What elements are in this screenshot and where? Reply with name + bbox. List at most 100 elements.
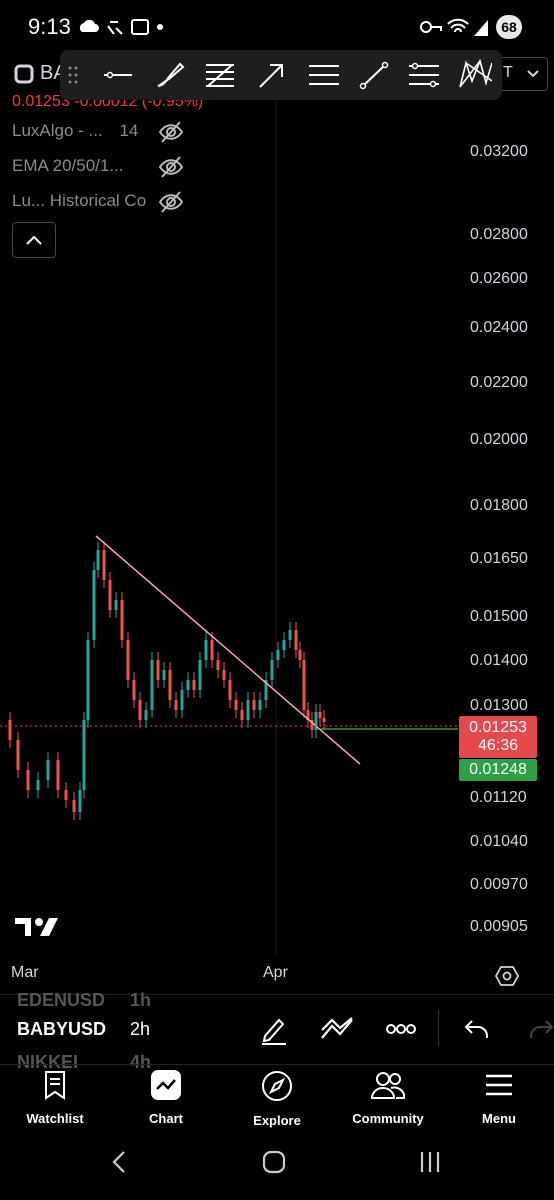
current-symbol[interactable]: BABYUSD <box>17 1019 107 1039</box>
horizontal-line-icon[interactable] <box>100 58 136 92</box>
candle-body <box>314 712 318 730</box>
undo-icon[interactable] <box>464 1018 490 1040</box>
status-bar: 9:13 68 <box>0 0 554 56</box>
price-axis-tick: 0.02000 <box>470 431 528 448</box>
fib-retracement-icon[interactable] <box>202 58 238 92</box>
price-axis-tick: 0.01120 <box>470 789 527 806</box>
watchlist-icon <box>45 1071 65 1100</box>
last-price: 0.01253 <box>12 93 70 110</box>
candle-body <box>102 550 106 580</box>
system-icons <box>420 18 488 36</box>
nav-menu[interactable]: Menu <box>444 1070 554 1126</box>
chevron-up-icon <box>26 235 42 245</box>
toolbar-divider <box>438 1010 439 1046</box>
back-icon[interactable] <box>110 1150 130 1174</box>
price-axis-tick: 0.01300 <box>470 697 528 714</box>
candle-body <box>168 670 172 700</box>
recents-icon[interactable] <box>418 1150 442 1174</box>
symbol-picker[interactable]: EDENUSD 1h BABYUSD 2h NIKKEI 4h <box>0 990 250 1070</box>
price-axis-tick: 0.02800 <box>470 226 528 243</box>
menu-icon <box>486 1074 512 1096</box>
candle-body <box>294 630 298 650</box>
parallel-lines-icon[interactable] <box>306 58 342 92</box>
candle-body <box>144 710 148 720</box>
watchlist-prev-tf: 1h <box>130 990 152 1010</box>
watchlist-next-symbol[interactable]: NIKKEI <box>17 1052 79 1070</box>
indicator-historical[interactable]: Lu... Historical Co <box>12 191 147 210</box>
eye-off-icon[interactable] <box>158 190 184 214</box>
candle-body <box>216 660 220 670</box>
candle-body <box>288 630 292 640</box>
candle-body <box>264 680 268 700</box>
candle-body <box>180 690 184 710</box>
candle-body <box>282 640 286 650</box>
nav-chart[interactable]: Chart <box>111 1070 221 1126</box>
fib-extension-icon[interactable] <box>406 58 442 92</box>
home-icon[interactable] <box>262 1150 286 1174</box>
indicator-ema[interactable]: EMA 20/50/1... <box>12 156 124 175</box>
nav-watchlist[interactable]: Watchlist <box>0 1070 110 1126</box>
watchlist-prev-symbol[interactable]: EDENUSD <box>17 990 106 1010</box>
candle-body <box>138 700 142 720</box>
candle-body <box>240 710 244 720</box>
candle-body <box>86 640 90 720</box>
candle-body <box>310 720 314 730</box>
eye-off-icon[interactable] <box>158 155 184 179</box>
price-chart[interactable] <box>0 100 554 990</box>
candle-body <box>246 700 250 720</box>
candle-body <box>120 600 124 640</box>
draw-pen-icon[interactable] <box>259 1014 289 1046</box>
current-price-value: 0.01253 <box>469 719 527 736</box>
nav-explore[interactable]: Explore <box>222 1070 332 1128</box>
price-axis-tick: 0.02200 <box>470 374 528 391</box>
candle-body <box>108 580 112 610</box>
interval-button[interactable]: T <box>494 57 548 91</box>
candle-body <box>26 770 30 790</box>
symbol-logo-icon <box>14 64 34 89</box>
current-timeframe[interactable]: 2h <box>130 1019 151 1039</box>
trend-line[interactable] <box>95 535 361 765</box>
candle-body <box>16 740 20 770</box>
nav-community[interactable]: Community <box>333 1070 443 1126</box>
indicator-luxalgo[interactable]: LuxAlgo - ... 14 <box>12 121 152 141</box>
collapse-legend-button[interactable] <box>12 222 56 258</box>
candle-body <box>174 700 178 710</box>
candle-body <box>72 800 76 812</box>
candle-body <box>114 600 118 610</box>
price-axis-tick: 0.02600 <box>470 270 528 287</box>
candle-body <box>198 660 202 690</box>
candle-body <box>228 680 232 700</box>
chart-settings-icon[interactable] <box>495 964 519 988</box>
redo-icon[interactable] <box>530 1018 554 1040</box>
candle-body <box>318 712 322 718</box>
chart-icon <box>151 1070 181 1100</box>
drawing-toolbar <box>60 50 502 100</box>
candle-body <box>302 660 306 710</box>
price-axis-tick: 0.01500 <box>470 608 528 625</box>
watchlist-next-tf: 4h <box>130 1052 152 1070</box>
indicator-extra: 14 <box>119 121 139 140</box>
pattern-icon[interactable] <box>456 58 492 92</box>
eye-off-icon[interactable] <box>158 120 184 144</box>
time-label-mar: Mar <box>11 964 39 981</box>
current-price-tag: 0.01253 46:36 <box>459 716 537 758</box>
candle-body <box>222 670 226 680</box>
bid-price-tag: 0.01248 <box>459 759 537 781</box>
indicators-icon[interactable] <box>320 1016 354 1042</box>
compass-icon <box>262 1071 292 1101</box>
brush-icon[interactable] <box>152 58 188 92</box>
community-icon <box>370 1072 406 1099</box>
status-time: 9:13 <box>28 14 71 39</box>
drag-handle-icon[interactable] <box>68 66 78 86</box>
arrow-icon[interactable] <box>254 58 290 92</box>
candle-body <box>192 680 196 690</box>
price-axis-tick: 0.00970 <box>470 876 528 893</box>
candle-body <box>306 710 310 720</box>
candle-body <box>78 790 82 812</box>
candle-body <box>156 660 160 680</box>
trend-line-icon[interactable] <box>356 58 392 92</box>
candle-body <box>252 700 256 710</box>
price-axis-tick: 0.01400 <box>470 652 528 669</box>
candle-body <box>92 570 96 640</box>
more-icon[interactable] <box>386 1022 416 1036</box>
